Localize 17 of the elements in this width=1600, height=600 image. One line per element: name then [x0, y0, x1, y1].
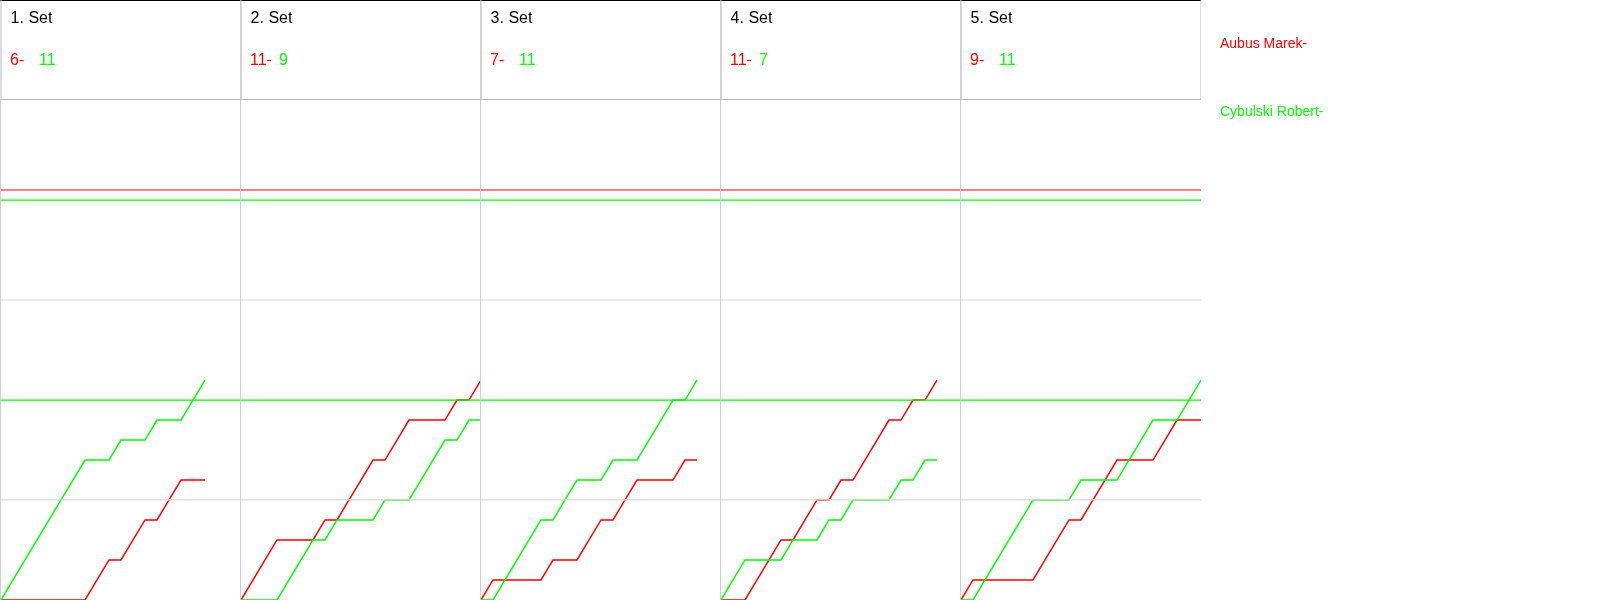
text: 7: [759, 51, 768, 68]
text: 11: [519, 51, 536, 68]
text: Aubus Marek-: [1220, 35, 1309, 51]
text: 9-: [970, 51, 985, 68]
text: 9: [279, 51, 288, 68]
text: Cybulski Robert-: [1220, 103, 1324, 119]
text: 7-: [490, 51, 505, 68]
text: 11-: [250, 51, 272, 68]
chart-title: 3. Set: [490, 9, 533, 27]
text: 11: [39, 51, 56, 68]
chart-title: 5. Set: [970, 9, 1013, 27]
chart-title: 1. Set: [10, 9, 53, 27]
text: 11-: [730, 51, 752, 68]
text: 6-: [10, 51, 25, 68]
chart-title: 2. Set: [250, 9, 293, 27]
text: 11: [999, 51, 1016, 68]
chart-title: 4. Set: [730, 9, 773, 27]
